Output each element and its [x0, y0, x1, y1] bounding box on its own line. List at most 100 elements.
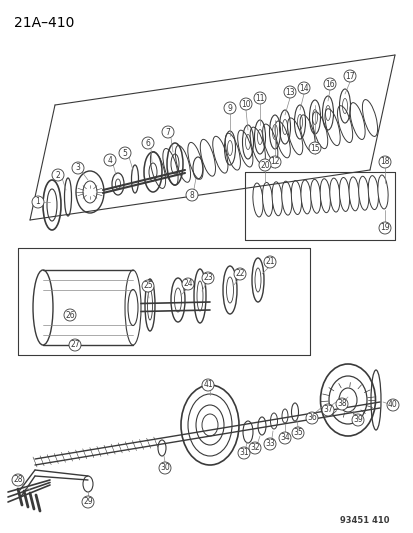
- Ellipse shape: [329, 178, 339, 212]
- Circle shape: [240, 98, 252, 110]
- Text: 24: 24: [183, 279, 192, 288]
- Circle shape: [305, 412, 317, 424]
- Text: 33: 33: [264, 440, 274, 448]
- Text: 23: 23: [203, 273, 212, 282]
- Ellipse shape: [349, 103, 364, 140]
- Text: 3: 3: [76, 164, 80, 173]
- Text: 31: 31: [239, 448, 248, 457]
- Circle shape: [283, 86, 295, 98]
- Text: 27: 27: [70, 341, 80, 350]
- Ellipse shape: [324, 109, 339, 146]
- Circle shape: [159, 462, 171, 474]
- Circle shape: [248, 442, 260, 454]
- Ellipse shape: [312, 112, 327, 149]
- Circle shape: [52, 169, 64, 181]
- Text: 26: 26: [65, 311, 75, 319]
- Circle shape: [237, 447, 249, 459]
- Circle shape: [69, 339, 81, 351]
- Text: 34: 34: [280, 433, 289, 442]
- Circle shape: [254, 92, 266, 104]
- Circle shape: [142, 137, 154, 149]
- Text: 28: 28: [13, 475, 23, 484]
- Ellipse shape: [237, 130, 252, 167]
- Text: 29: 29: [83, 497, 93, 506]
- Circle shape: [32, 196, 44, 208]
- Text: 8: 8: [189, 190, 194, 199]
- Circle shape: [259, 159, 271, 171]
- Circle shape: [297, 82, 309, 94]
- Circle shape: [263, 256, 275, 268]
- Text: 37: 37: [322, 406, 332, 415]
- Text: 17: 17: [344, 71, 354, 80]
- Text: 40: 40: [387, 400, 397, 409]
- Text: 30: 30: [160, 464, 169, 472]
- Text: 32: 32: [249, 443, 259, 453]
- Circle shape: [378, 222, 390, 234]
- Circle shape: [142, 280, 154, 292]
- Ellipse shape: [339, 177, 349, 212]
- Circle shape: [64, 309, 76, 321]
- Ellipse shape: [368, 176, 377, 209]
- Ellipse shape: [291, 181, 301, 214]
- Circle shape: [278, 432, 290, 444]
- Ellipse shape: [162, 149, 178, 185]
- Ellipse shape: [281, 181, 291, 215]
- Ellipse shape: [212, 136, 228, 173]
- Ellipse shape: [361, 100, 377, 136]
- Circle shape: [72, 162, 84, 174]
- Text: 25: 25: [143, 281, 152, 290]
- Ellipse shape: [299, 115, 314, 152]
- Text: 21A–410: 21A–410: [14, 16, 74, 30]
- Circle shape: [351, 414, 363, 426]
- Ellipse shape: [271, 182, 282, 216]
- Circle shape: [202, 379, 214, 391]
- Text: 7: 7: [165, 127, 170, 136]
- Ellipse shape: [200, 139, 215, 176]
- Text: 22: 22: [235, 270, 244, 279]
- Ellipse shape: [252, 183, 263, 217]
- Text: 36: 36: [306, 414, 316, 423]
- Text: 20: 20: [259, 160, 269, 169]
- Text: 15: 15: [309, 143, 319, 152]
- Circle shape: [119, 147, 131, 159]
- Ellipse shape: [175, 146, 190, 182]
- Text: 12: 12: [270, 157, 279, 166]
- Circle shape: [263, 438, 275, 450]
- Circle shape: [12, 474, 24, 486]
- Ellipse shape: [319, 179, 330, 213]
- Ellipse shape: [337, 106, 352, 142]
- Circle shape: [335, 398, 347, 410]
- Circle shape: [185, 189, 197, 201]
- Text: 4: 4: [107, 156, 112, 165]
- Text: 18: 18: [379, 157, 389, 166]
- Circle shape: [182, 278, 194, 290]
- Ellipse shape: [225, 133, 240, 170]
- Ellipse shape: [262, 182, 272, 216]
- Circle shape: [343, 70, 355, 82]
- Text: 19: 19: [379, 223, 389, 232]
- Text: 39: 39: [352, 416, 362, 424]
- Ellipse shape: [287, 118, 302, 155]
- Circle shape: [378, 156, 390, 168]
- Text: 6: 6: [145, 139, 150, 148]
- Text: 16: 16: [324, 79, 334, 88]
- Circle shape: [161, 126, 173, 138]
- Circle shape: [104, 154, 116, 166]
- Circle shape: [323, 78, 335, 90]
- Circle shape: [268, 156, 280, 168]
- Text: 93451 410: 93451 410: [339, 516, 389, 525]
- Ellipse shape: [249, 127, 265, 164]
- Text: 35: 35: [292, 429, 302, 438]
- Text: 41: 41: [203, 381, 212, 390]
- Ellipse shape: [310, 179, 320, 213]
- Circle shape: [202, 272, 214, 284]
- Circle shape: [233, 268, 245, 280]
- Ellipse shape: [275, 121, 290, 158]
- Ellipse shape: [377, 175, 387, 209]
- Circle shape: [308, 142, 320, 154]
- Circle shape: [291, 427, 303, 439]
- Circle shape: [386, 399, 398, 411]
- Ellipse shape: [150, 151, 165, 189]
- Text: 38: 38: [336, 400, 346, 408]
- Text: 11: 11: [255, 93, 264, 102]
